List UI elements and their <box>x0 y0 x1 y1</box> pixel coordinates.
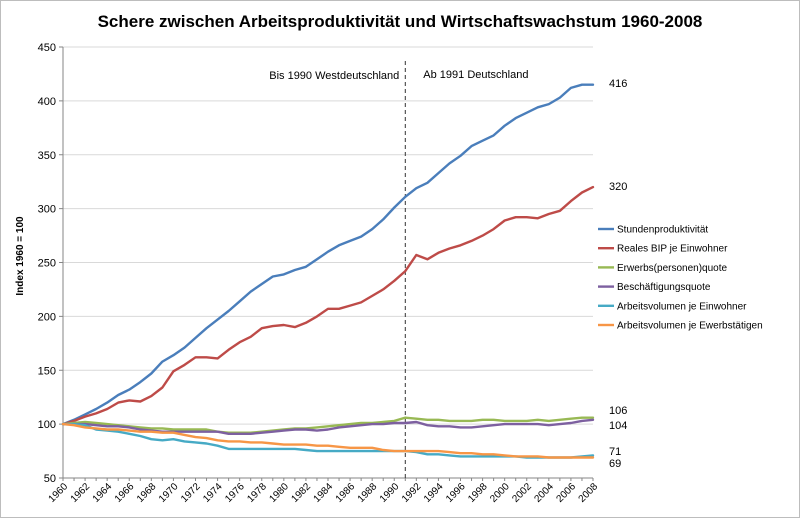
series-line-3 <box>61 416 595 434</box>
x-tick-label-1974: 1974 <box>201 481 225 505</box>
x-tick-label-1996: 1996 <box>444 481 468 505</box>
x-tick-label-1984: 1984 <box>312 481 336 505</box>
legend-entry-4: Beschäftigungsquote <box>617 282 711 293</box>
series-lines <box>61 83 595 459</box>
end-label-3: 106 <box>609 405 627 417</box>
chart-title: Schere zwischen Arbeitsproduktivität und… <box>98 12 703 31</box>
annotation-west: Bis 1990 Westdeutschland <box>269 70 399 82</box>
legend-entry-3: Erwerbs(personen)quote <box>617 263 727 274</box>
x-tick-label-1976: 1976 <box>223 481 247 505</box>
x-tick-label-1962: 1962 <box>69 481 93 505</box>
y-tick-label-150: 150 <box>38 365 56 377</box>
legend-entry-1: Stundenproduktivität <box>617 225 708 236</box>
y-tick-label-100: 100 <box>38 419 56 431</box>
y-tick-label-200: 200 <box>38 311 56 323</box>
end-label-1: 416 <box>609 78 627 90</box>
legend: Stundenproduktivität Reales BIP je Einwoh… <box>598 225 763 332</box>
gridlines <box>63 46 593 425</box>
x-tick-label-1992: 1992 <box>400 481 424 505</box>
x-tick-label-1970: 1970 <box>157 481 181 505</box>
x-tick-label-1994: 1994 <box>422 481 446 505</box>
x-tick-label-2008: 2008 <box>577 481 601 505</box>
legend-entry-6: Arbeitsvolumen je Ewerbstätigen <box>617 321 763 332</box>
x-tick-label-1998: 1998 <box>466 481 490 505</box>
x-tick-label-1972: 1972 <box>179 481 203 505</box>
x-tick-label-1990: 1990 <box>378 481 402 505</box>
x-tick-label-1966: 1966 <box>113 481 137 505</box>
x-tick-label-1986: 1986 <box>334 481 358 505</box>
y-tick-label-250: 250 <box>38 258 56 270</box>
series-line-6 <box>61 422 595 459</box>
x-tick-label-1978: 1978 <box>245 481 269 505</box>
series-line-1 <box>61 83 595 426</box>
end-label-2: 320 <box>609 181 627 193</box>
legend-entry-5: Arbeitsvolumen je Einwohner <box>617 301 747 312</box>
legend-entry-2: Reales BIP je Einwohner <box>617 244 728 255</box>
x-tick-label-2004: 2004 <box>532 481 556 505</box>
x-tick-label-1964: 1964 <box>91 481 115 505</box>
x-tick-label-2006: 2006 <box>555 481 579 505</box>
x-tick-label-1968: 1968 <box>135 481 159 505</box>
region-divider: Bis 1990 Westdeutschland Ab 1991 Deutschl… <box>269 61 528 478</box>
series-line-2 <box>61 185 595 426</box>
end-label-5: 71 <box>609 446 621 458</box>
x-tick-label-2000: 2000 <box>488 481 512 505</box>
y-axis-label: Index 1960 = 100 <box>15 216 26 296</box>
x-tick-label-1988: 1988 <box>356 481 380 505</box>
axes: 5010015020025030035040045019601962196419… <box>38 42 601 505</box>
y-tick-label-400: 400 <box>38 96 56 108</box>
y-tick-label-50: 50 <box>44 473 56 485</box>
x-tick-label-1982: 1982 <box>290 481 314 505</box>
annotation-germany: Ab 1991 Deutschland <box>423 69 528 81</box>
y-tick-label-300: 300 <box>38 204 56 216</box>
y-tick-label-450: 450 <box>38 42 56 54</box>
x-tick-label-1980: 1980 <box>267 481 291 505</box>
end-label-4: 104 <box>609 420 627 432</box>
end-label-6: 69 <box>609 458 621 470</box>
x-tick-label-2002: 2002 <box>510 481 534 505</box>
y-tick-label-350: 350 <box>38 150 56 162</box>
